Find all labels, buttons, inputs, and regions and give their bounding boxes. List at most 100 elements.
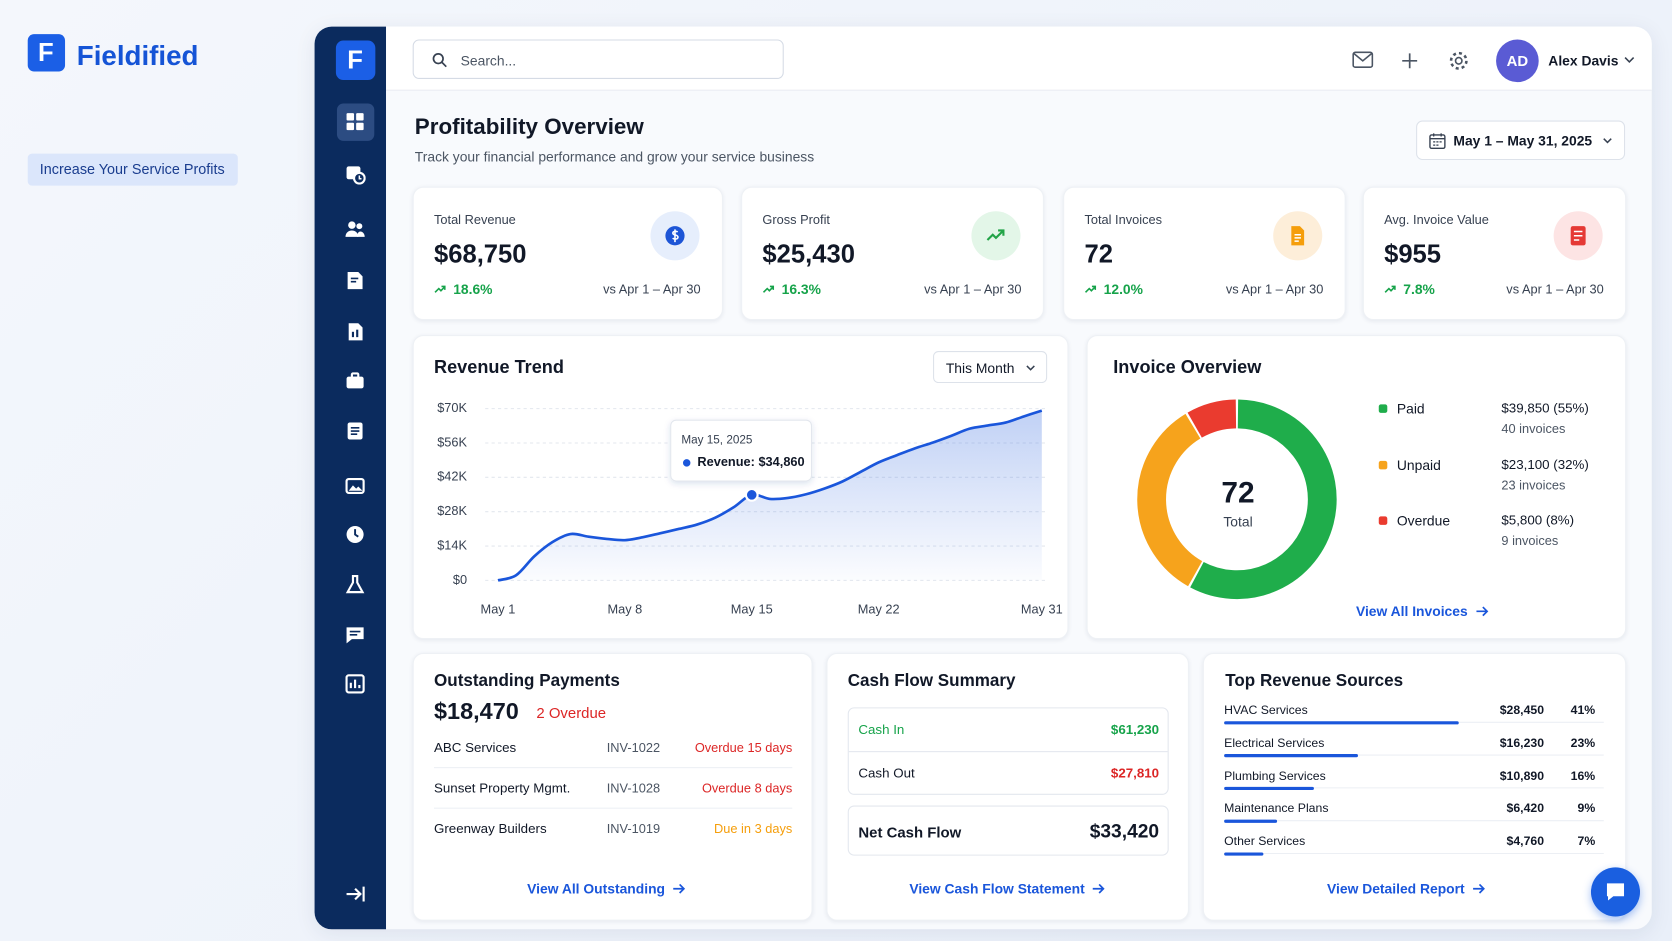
kpi-value: $955 (1384, 240, 1442, 269)
chat-button[interactable] (1590, 867, 1641, 917)
kpi-change: 16.3% (781, 281, 821, 298)
nav-icon[interactable] (344, 673, 365, 694)
source-share: 9% (1577, 802, 1596, 816)
add-icon-part (1402, 53, 1418, 69)
page-title: Profitability Overview (414, 114, 644, 140)
nav-icon[interactable] (344, 219, 365, 240)
user-chevron-part (1624, 57, 1635, 64)
brand-name: Fieldified (76, 39, 199, 72)
kpi-glyph-part (986, 229, 1005, 241)
nav-icon-part (347, 272, 363, 290)
cash-out-label: Cash Out (858, 765, 915, 781)
nav-icon-part (348, 323, 363, 341)
link-arrow-part (673, 883, 686, 894)
nav-icon[interactable] (344, 574, 365, 595)
mail-icon[interactable] (1352, 51, 1374, 69)
nav-icon-part (348, 221, 356, 229)
nav-icon[interactable] (344, 270, 365, 291)
legend-label: Unpaid (1396, 456, 1441, 473)
period-chevron-part (1026, 365, 1035, 371)
kpi-glyph (665, 226, 685, 246)
nav-icon[interactable] (344, 475, 365, 496)
source-amount: $4,760 (1506, 835, 1545, 849)
source-share: 7% (1577, 835, 1596, 849)
nav-icon-part (357, 231, 365, 237)
source-amount: $28,450 (1499, 704, 1545, 718)
nav-icon[interactable] (344, 624, 365, 645)
nav-icon-part (358, 175, 362, 180)
date-chevron-part (1603, 138, 1612, 144)
nav-icon-part (345, 674, 365, 694)
legend-dot (1378, 516, 1388, 525)
kpi-glyph (986, 229, 1005, 241)
payment-status: Overdue 15 days (694, 740, 793, 756)
trend-arrow (1384, 285, 1396, 293)
date-chevron (1603, 138, 1612, 144)
view-outstanding-link[interactable]: View All Outstanding (527, 881, 686, 897)
net-box: Net Cash Flow $33,420 (847, 805, 1169, 856)
period-dropdown[interactable]: This Month (933, 351, 1048, 384)
nav-icon-part (346, 376, 364, 389)
nav-icon-part (356, 122, 364, 131)
client-name: ABC Services (433, 740, 517, 756)
invoice-id: INV-1022 (606, 740, 661, 756)
page-subtitle: Track your financial performance and gro… (414, 148, 815, 165)
nav-icon[interactable] (344, 370, 365, 391)
nav-icon[interactable] (344, 524, 365, 545)
link-arrow-part (1476, 606, 1489, 617)
view-report-link[interactable]: View Detailed Report (1327, 881, 1486, 897)
avatar[interactable]: AD (1496, 39, 1539, 83)
legend-count: 9 invoices (1501, 533, 1559, 549)
legend-label: Overdue (1396, 512, 1451, 529)
kpi-card: Avg. Invoice Value $955 7.8% vs Apr 1 – Apr… (1362, 186, 1627, 321)
view-cash-flow-link[interactable]: View Cash Flow Statement (909, 881, 1106, 897)
kpi-label: Gross Profit (762, 212, 830, 228)
user-chevron[interactable] (1624, 57, 1635, 64)
nav-icon[interactable] (344, 420, 365, 441)
kpi-glyph (1291, 226, 1305, 246)
cash-out-value: $27,810 (1110, 765, 1160, 781)
nav-icon-part (356, 329, 359, 338)
card-title: Outstanding Payments (433, 672, 620, 691)
revenue-trend-card: Revenue Trend This Month (412, 335, 1069, 640)
kpi-icon (650, 211, 700, 261)
search-box[interactable]: Search... (412, 39, 784, 79)
source-share: 16% (1570, 770, 1596, 783)
settings-icon[interactable] (1448, 50, 1469, 71)
nav-icon[interactable] (344, 111, 365, 132)
source-amount: $10,890 (1499, 770, 1545, 783)
outstanding-card: Outstanding Payments $18,470 2 Overdue A… (412, 652, 813, 921)
promo-button[interactable]: Increase Your Service Profits (27, 153, 238, 186)
nav-icon-part (354, 529, 359, 538)
legend-value: $5,800 (1501, 512, 1543, 528)
link-arrow (1476, 606, 1489, 617)
legend-share: (8%) (1545, 512, 1575, 528)
user-name[interactable]: Alex Davis (1548, 52, 1619, 69)
link-text: View All Outstanding (527, 880, 666, 897)
view-invoices-link[interactable]: View All Invoices (1356, 603, 1489, 619)
kpi-icon (1553, 211, 1603, 261)
nav-icon[interactable] (344, 163, 366, 185)
nav-icon-part (345, 575, 365, 594)
source-amount: $16,230 (1499, 737, 1545, 751)
calendar-icon-part (1433, 141, 1442, 146)
kpi-icon (971, 211, 1021, 261)
date-range-picker[interactable]: May 1 – May 31, 2025 (1416, 120, 1626, 161)
settings-icon-part (1449, 51, 1468, 70)
collapse-icon-part (346, 887, 362, 901)
calendar-icon-part (1429, 133, 1445, 140)
legend-value: $23,100 (1501, 456, 1550, 472)
add-icon[interactable] (1401, 52, 1418, 69)
link-arrow (1473, 883, 1486, 894)
nav-icon[interactable] (344, 321, 365, 342)
kpi-label: Total Invoices (1084, 212, 1162, 228)
client-name: Greenway Builders (433, 821, 547, 837)
sidebar-logo[interactable]: F (335, 40, 376, 81)
kpi-glyph-part (1294, 233, 1301, 242)
legend-count: 40 invoices (1501, 421, 1566, 437)
legend-dot (1378, 404, 1388, 413)
kpi-value: $25,430 (762, 240, 855, 269)
card-title: Invoice Overview (1113, 356, 1262, 378)
collapse-icon[interactable] (344, 883, 365, 904)
